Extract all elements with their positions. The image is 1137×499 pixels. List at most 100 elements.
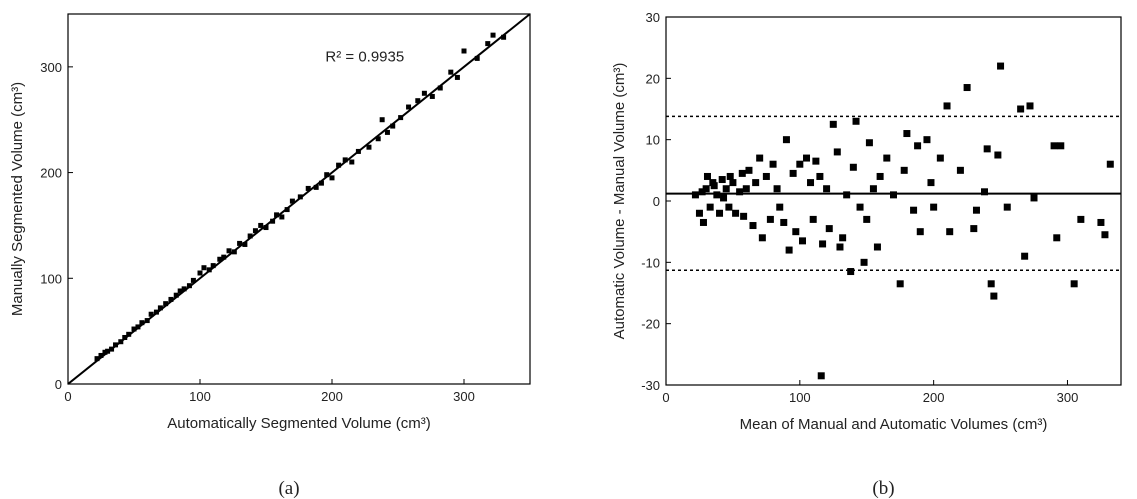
point (1026, 102, 1034, 110)
point (698, 188, 706, 196)
point (718, 176, 726, 184)
point (972, 206, 980, 214)
point (1050, 142, 1058, 150)
x-axis-label: Automatically Segmented Volume (cm³) (167, 415, 430, 432)
point (691, 191, 699, 199)
point (113, 342, 119, 348)
x-axis-label: Mean of Manual and Automatic Volumes (cm… (740, 416, 1048, 433)
point (823, 185, 831, 193)
point (703, 172, 711, 180)
y-tick-label: 30 (646, 10, 660, 25)
point (157, 305, 163, 311)
point (313, 184, 319, 190)
plot-frame (67, 13, 531, 385)
point (242, 241, 248, 247)
point (699, 218, 707, 226)
point (943, 102, 951, 110)
point (776, 203, 784, 211)
point (485, 41, 491, 47)
point (144, 318, 150, 324)
point (869, 185, 877, 193)
point (825, 225, 833, 233)
point (454, 74, 460, 80)
point (836, 243, 844, 251)
point (983, 145, 991, 153)
y-tick-label: 0 (55, 377, 62, 392)
point (726, 172, 734, 180)
point (803, 154, 811, 162)
point (366, 144, 372, 150)
point (713, 191, 721, 199)
point (109, 346, 115, 352)
point (148, 311, 154, 317)
point (847, 268, 855, 276)
point (1003, 203, 1011, 211)
point (963, 84, 971, 92)
point (946, 228, 954, 236)
point (742, 185, 750, 193)
point (252, 228, 258, 234)
point (849, 163, 857, 171)
point (702, 185, 710, 193)
point (126, 331, 132, 337)
x-tick-label: 200 (923, 390, 945, 405)
point (817, 372, 825, 380)
panel-label: (b) (872, 478, 894, 499)
point (900, 166, 908, 174)
point (970, 225, 978, 233)
point (406, 104, 412, 110)
point (729, 179, 737, 187)
x-tick-label: 300 (453, 389, 475, 404)
point (716, 209, 724, 217)
point (695, 209, 703, 217)
point (740, 212, 748, 220)
point (1101, 231, 1109, 239)
point (758, 234, 766, 242)
point (448, 69, 454, 75)
y-tick-label: -30 (641, 378, 660, 393)
point (785, 246, 793, 254)
point (994, 151, 1002, 159)
point (501, 34, 507, 40)
point (98, 352, 104, 358)
point (375, 136, 381, 142)
point (186, 283, 192, 289)
point (856, 203, 864, 211)
point (756, 154, 764, 162)
plot-frame (665, 16, 1122, 386)
point (732, 209, 740, 217)
point (876, 172, 884, 180)
y-axis-label: Manually Segmented Volume (cm³) (9, 82, 26, 316)
point (105, 348, 111, 354)
point (284, 207, 290, 213)
point (258, 222, 264, 228)
x-tick-label: 100 (189, 389, 211, 404)
point (163, 301, 169, 307)
point (329, 175, 335, 181)
y-tick-label: 0 (653, 194, 660, 209)
point (94, 356, 100, 362)
point (883, 154, 891, 162)
point (896, 280, 904, 288)
point (796, 160, 804, 168)
point (398, 115, 404, 121)
y-tick-label: -10 (641, 255, 660, 270)
point (349, 159, 355, 165)
point (324, 172, 330, 178)
point (206, 267, 212, 273)
point (221, 254, 227, 260)
point (1097, 218, 1105, 226)
point (843, 191, 851, 199)
point (168, 296, 174, 302)
point (226, 248, 232, 254)
point (990, 292, 998, 300)
point (279, 214, 285, 220)
x-tick-label: 100 (789, 390, 811, 405)
point (274, 212, 280, 218)
point (749, 222, 757, 230)
point (916, 228, 924, 236)
point (865, 139, 873, 147)
point (474, 55, 480, 61)
point (131, 326, 137, 332)
